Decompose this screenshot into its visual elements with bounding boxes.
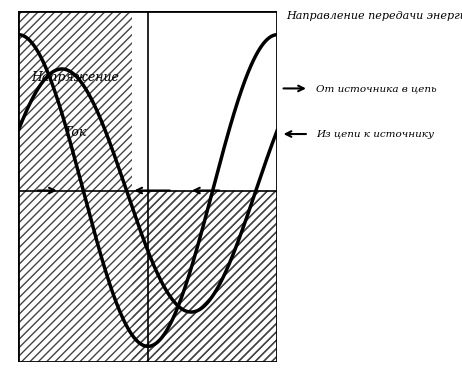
Text: Из цепи к источнику: Из цепи к источнику [316,130,434,138]
Text: Направление передачи энергии: Направление передачи энергии [286,11,462,21]
Text: Напряжение: Напряжение [31,71,119,84]
Text: Ток: Ток [64,126,87,139]
Bar [133,11,277,190]
Text: От источника в цепь: От источника в цепь [316,84,437,93]
